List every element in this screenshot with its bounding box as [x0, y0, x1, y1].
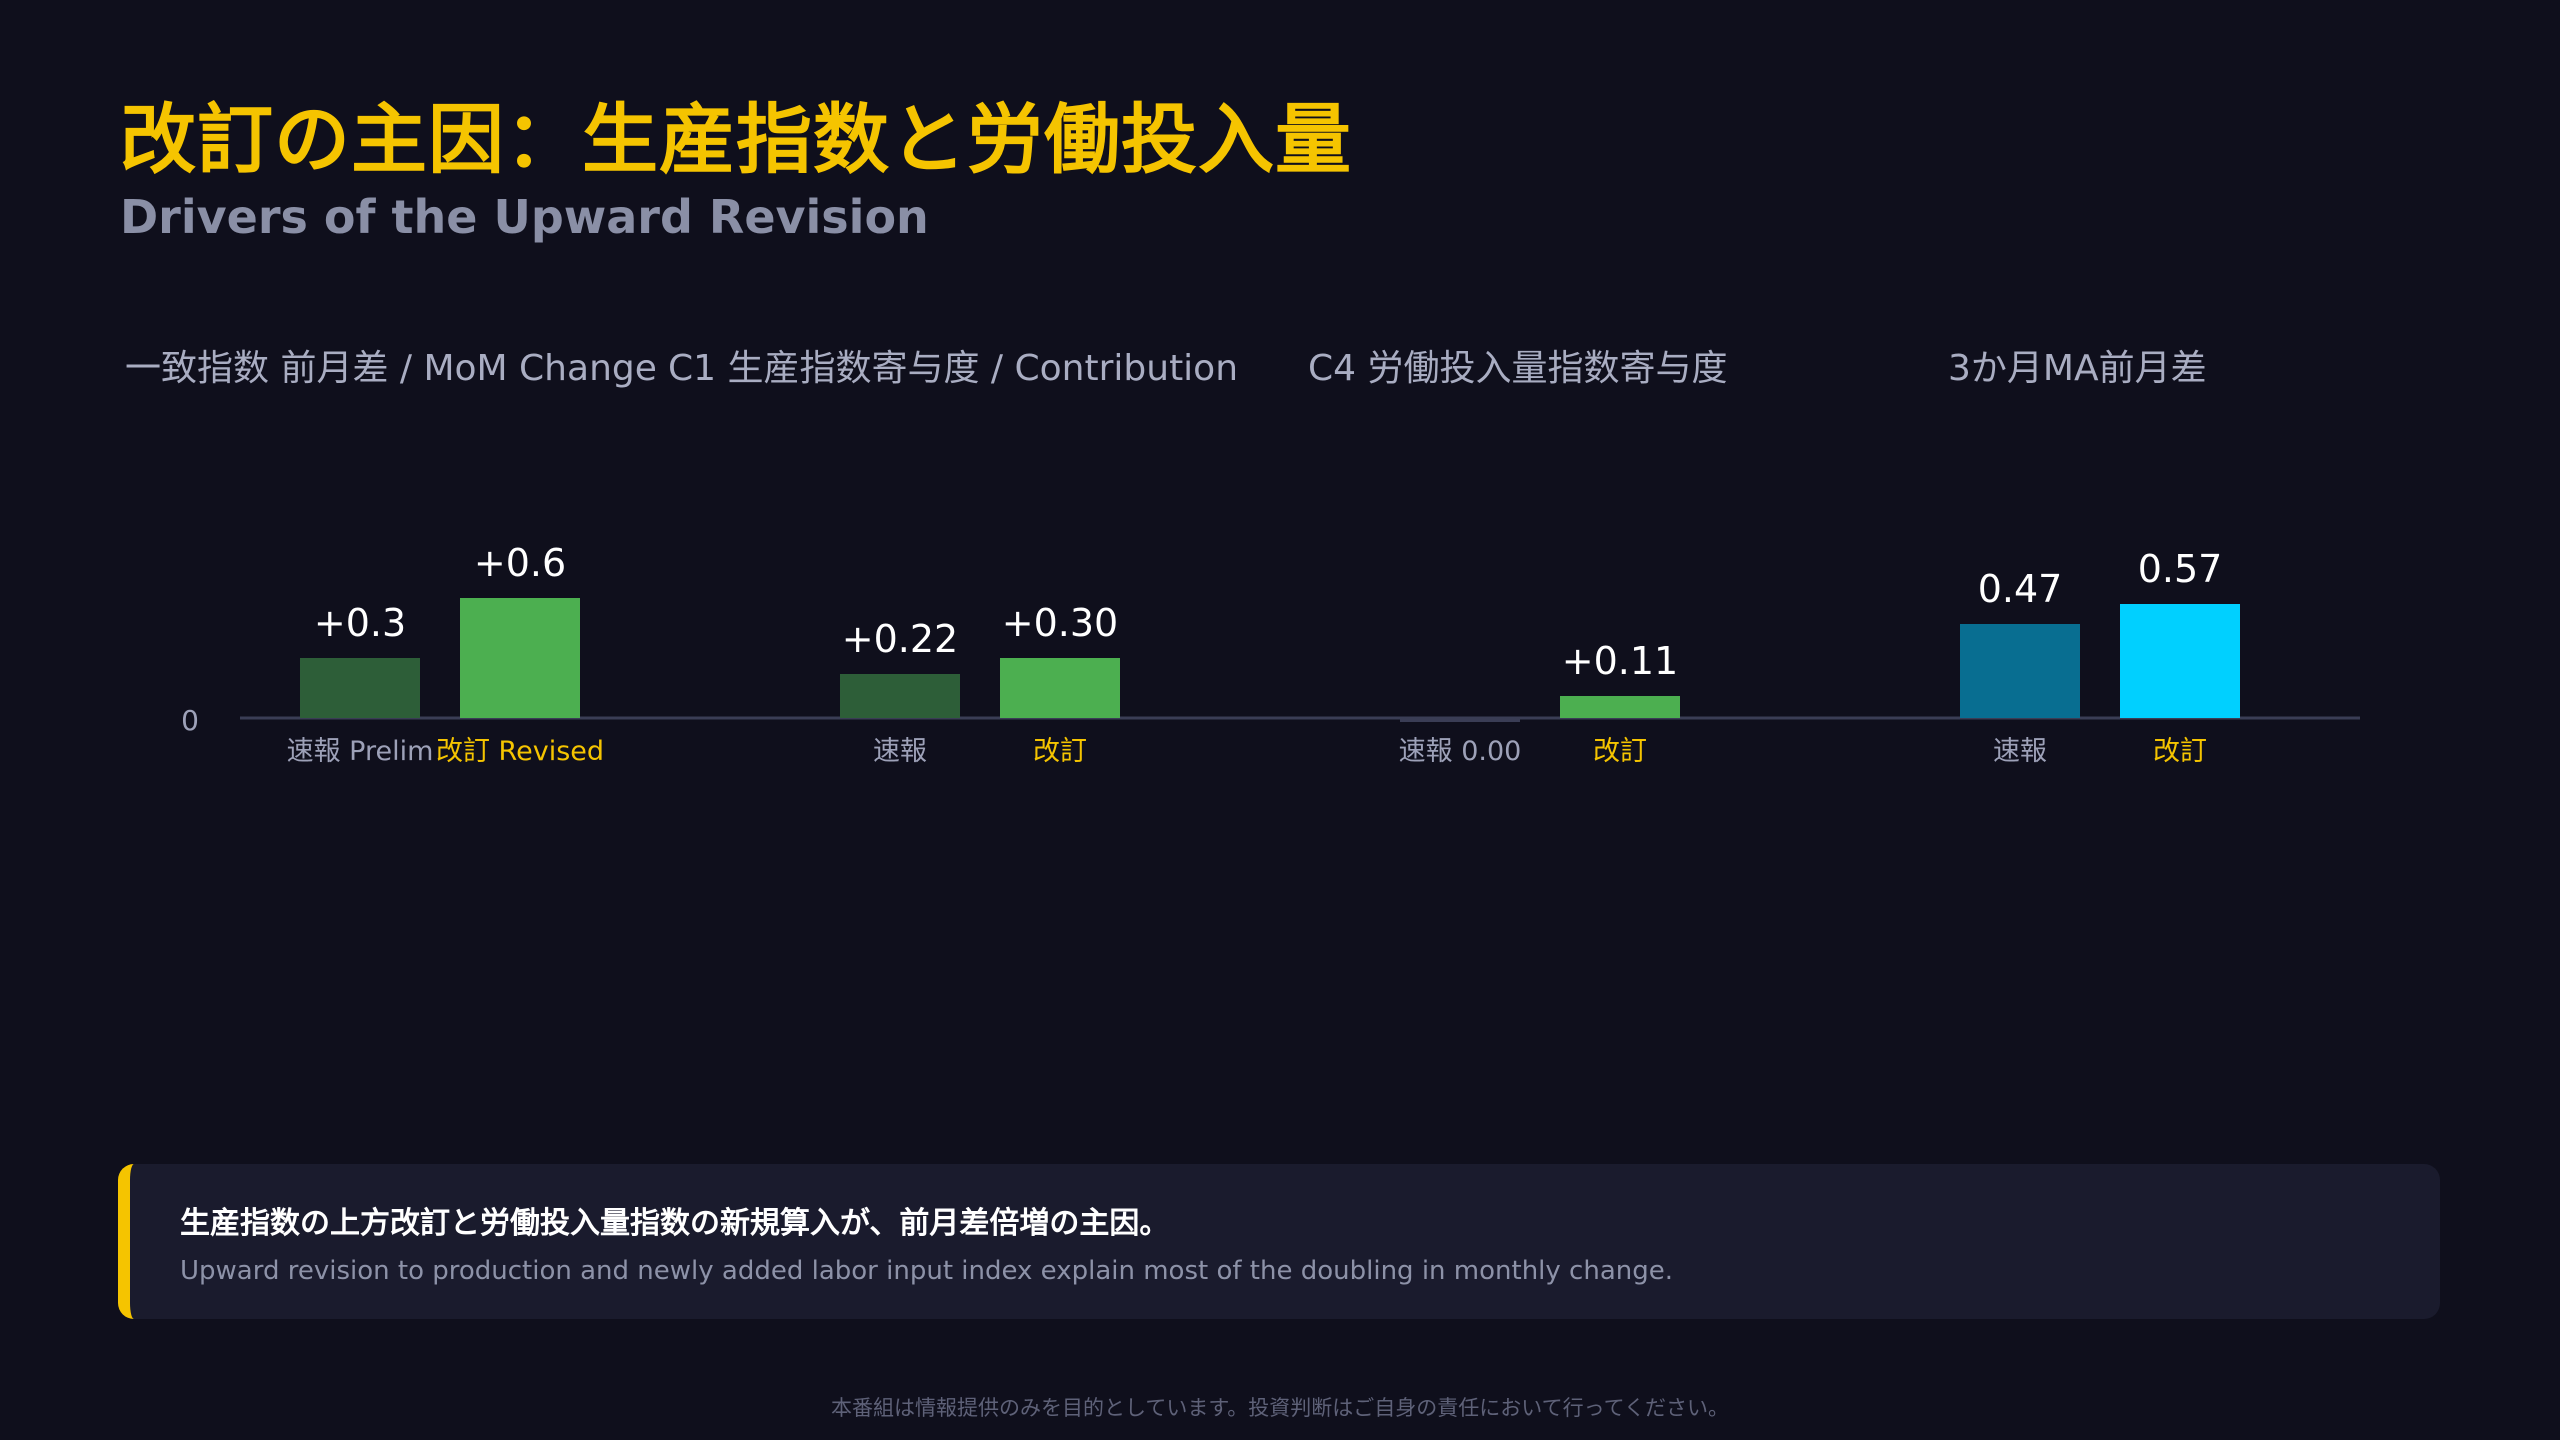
bar-3-2 [1560, 696, 1680, 718]
zero-tick-label: 0 [181, 704, 199, 737]
value-label-2-2: +0.30 [1002, 601, 1118, 645]
category-label-3-2: 改訂 [1593, 736, 1647, 767]
bar-3-1 [1400, 718, 1520, 722]
category-label-4-2: 改訂 [2153, 736, 2207, 767]
group-title-2: C1 生産指数寄与度 / Contribution [668, 348, 1238, 389]
bar-chart: 0 一致指数 前月差 / MoM Change +0.3 速報 Prelim +0.6 改… [125, 348, 2360, 767]
bar-4-2 [2120, 604, 2240, 718]
disclaimer: 本番組は情報提供のみを目的としています。投資判断はご自身の責任において行ってくだ… [831, 1396, 1729, 1420]
bar-4-1 [1960, 624, 2080, 718]
value-label-1-2: +0.6 [474, 541, 566, 585]
value-label-2-1: +0.22 [842, 617, 958, 661]
page-subtitle: Drivers of the Upward Revision [120, 190, 929, 244]
summary-note-sub: Upward revision to production and newly … [180, 1256, 1673, 1286]
group-title-1: 一致指数 前月差 / MoM Change [125, 348, 657, 389]
page-title: 改訂の主因：生産指数と労働投入量 [120, 95, 1352, 184]
value-label-4-2: 0.57 [2138, 547, 2223, 591]
group-title-4: 3か月MA前月差 [1948, 348, 2207, 389]
category-label-2-2: 改訂 [1033, 736, 1087, 767]
bar-2-2 [1000, 658, 1120, 718]
category-label-1-1: 速報 Prelim [287, 736, 434, 767]
bar-2-1 [840, 674, 960, 718]
value-label-3-2: +0.11 [1562, 639, 1678, 683]
category-label-4-1: 速報 [1993, 736, 2047, 767]
category-label-2-1: 速報 [873, 736, 927, 767]
bar-1-1 [300, 658, 420, 718]
summary-note: 生産指数の上方改訂と労働投入量指数の新規算入が、前月差倍増の主因。 Upward… [118, 1164, 2440, 1319]
value-label-4-1: 0.47 [1978, 567, 2063, 611]
summary-note-main: 生産指数の上方改訂と労働投入量指数の新規算入が、前月差倍増の主因。 [180, 1206, 1170, 1241]
bar-1-2 [460, 598, 580, 718]
category-label-1-2: 改訂 Revised [436, 736, 604, 767]
group-title-3: C4 労働投入量指数寄与度 [1308, 348, 1728, 389]
category-label-3-1: 速報 0.00 [1399, 736, 1522, 767]
value-label-1-1: +0.3 [314, 601, 406, 645]
